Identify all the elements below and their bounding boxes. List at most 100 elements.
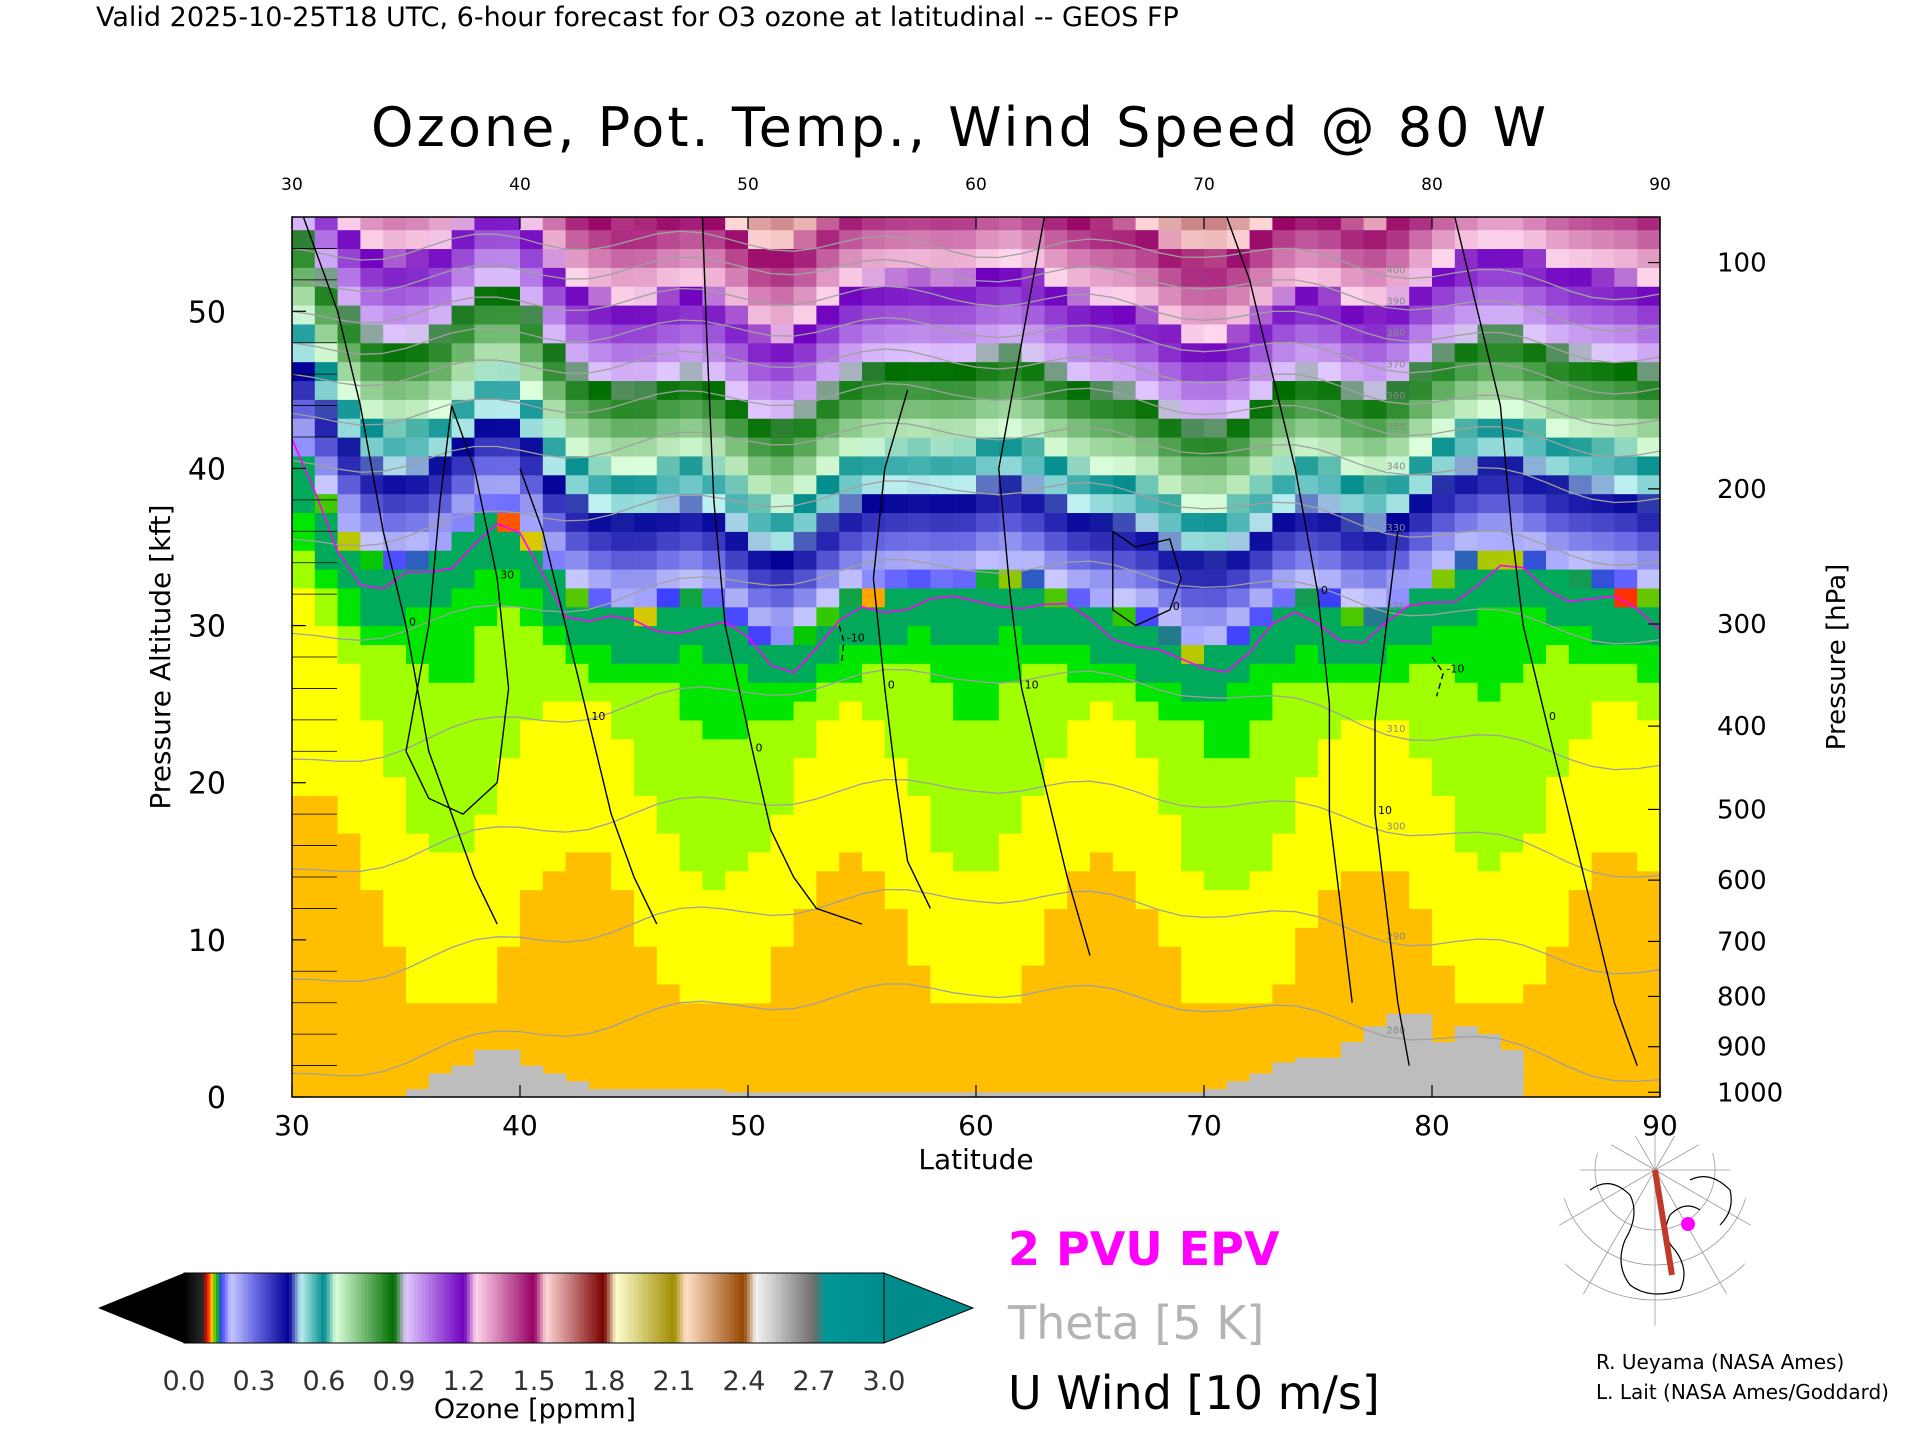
- terrain-block: [1477, 1034, 1501, 1097]
- terrain-block: [1409, 1013, 1433, 1097]
- x-tick-label: 50: [730, 1109, 766, 1142]
- terrain-block: [1295, 1057, 1319, 1097]
- uwind-contour-label: -10: [847, 631, 865, 644]
- theta-contour: [292, 480, 1660, 566]
- top-x-tick-label: 30: [281, 175, 303, 195]
- colorbar-label: Ozone [ppmm]: [433, 1394, 637, 1425]
- theta-contour: [292, 558, 1660, 645]
- colorbar-tick-label: 0.6: [303, 1366, 346, 1397]
- pressure-tick-label: 500: [1717, 795, 1767, 825]
- map-meridian: [1559, 1134, 1656, 1171]
- theta-contour: [292, 983, 1660, 1083]
- uwind-contour: [302, 217, 498, 925]
- x-tick-label: 80: [1414, 1109, 1450, 1142]
- pressure-tick-label: 300: [1717, 610, 1767, 640]
- uwind-contour-label: 0: [1321, 584, 1328, 597]
- theta-contour-label: 360: [1386, 391, 1405, 402]
- x-axis-label: Latitude: [918, 1143, 1033, 1176]
- legend-uwind: U Wind [10 m/s]: [1008, 1366, 1380, 1420]
- uwind-contour-label: 30: [500, 568, 514, 581]
- pressure-axis-label: Pressure [hPa]: [1822, 564, 1852, 751]
- theta-contour-label: 320: [1386, 601, 1405, 612]
- terrain-block: [1318, 1057, 1342, 1097]
- terrain-block: [702, 1089, 726, 1097]
- map-marker: [1681, 1217, 1695, 1231]
- top-x-tick-label: 60: [965, 175, 987, 195]
- pressure-tick-label: 700: [1717, 927, 1767, 957]
- theta-contour-label: 290: [1386, 931, 1405, 942]
- uwind-contour: [998, 217, 1091, 956]
- forecast-header: Valid 2025-10-25T18 UTC, 6-hour forecast…: [96, 2, 1179, 33]
- y-tick-label: 50: [188, 295, 226, 330]
- theta-contour-label: 350: [1386, 422, 1405, 433]
- y-tick-label: 20: [188, 767, 226, 802]
- terrain-block: [520, 1065, 544, 1097]
- x-tick-label: 30: [274, 1109, 310, 1142]
- theta-contour-label: 330: [1386, 523, 1405, 534]
- uwind-contour: [1226, 217, 1353, 1003]
- y-tick-label: 40: [188, 452, 226, 487]
- colorbar-tick-label: 2.1: [653, 1366, 696, 1397]
- y-tick-label: 0: [207, 1081, 226, 1116]
- globe-map-icon: [1558, 1134, 1758, 1326]
- colorbar-tick-label: 1.8: [583, 1366, 626, 1397]
- uwind-contour-label: -10: [1446, 663, 1464, 676]
- chart-title: Ozone, Pot. Temp., Wind Speed @ 80 W: [370, 96, 1549, 159]
- terrain-block: [1204, 1089, 1228, 1097]
- uwind-contour: [405, 405, 510, 815]
- terrain-block: [1272, 1062, 1296, 1097]
- terrain-block: [1340, 1042, 1365, 1097]
- theta-contour: [292, 256, 1660, 332]
- epv-line: [292, 438, 1660, 674]
- theta-contour: [292, 422, 1660, 504]
- top-x-tick-label: 80: [1421, 175, 1443, 195]
- colorbar-tick-label: 0.3: [233, 1366, 276, 1397]
- terrain-block: [1454, 1026, 1479, 1097]
- colorbar-tick-label: 2.4: [723, 1366, 766, 1397]
- terrain-block: [428, 1073, 453, 1097]
- terrain-block: [565, 1081, 589, 1097]
- y-tick-label: 10: [188, 924, 226, 959]
- uwind-contour-label: 0: [409, 616, 416, 629]
- colorbar-tick-label: 0.0: [163, 1366, 206, 1397]
- top-x-tick-label: 90: [1649, 175, 1671, 195]
- uwind-contour: [1112, 530, 1182, 627]
- map-coastline: [1589, 1183, 1701, 1295]
- uwind-contour-label: 0: [1173, 600, 1180, 613]
- credit-line-1: R. Ueyama (NASA Ames): [1596, 1350, 1845, 1374]
- colorbar-tick-label: 3.0: [863, 1366, 906, 1397]
- terrain-block: [406, 1089, 430, 1097]
- uwind-contour-label: 0: [888, 678, 895, 691]
- theta-contour: [292, 230, 1660, 301]
- theta-contour: [292, 778, 1660, 878]
- colorbar-tick-label: 2.7: [793, 1366, 836, 1397]
- terrain-block: [1249, 1073, 1273, 1097]
- uwind-contour: [701, 217, 863, 925]
- terrain-block: [1226, 1081, 1251, 1097]
- pressure-tick-label: 1000: [1717, 1078, 1783, 1108]
- top-x-tick-label: 70: [1193, 175, 1215, 195]
- theta-contour-label: 280: [1386, 1026, 1405, 1037]
- terrain-block: [451, 1065, 475, 1097]
- uwind-contour: [838, 625, 845, 665]
- theta-contour: [292, 888, 1660, 982]
- legend-epv: 2 PVU EPV: [1008, 1222, 1280, 1276]
- uwind-contour-label: 10: [1378, 804, 1392, 817]
- top-x-tick-label: 50: [737, 175, 759, 195]
- map-meridian: [1654, 1134, 1751, 1171]
- legend-theta: Theta [5 K]: [1008, 1296, 1265, 1350]
- theta-contour: [292, 668, 1660, 771]
- theta-contour-label: 340: [1386, 461, 1405, 472]
- section-line: [1652, 1169, 1675, 1276]
- colorbar-high-arrow: [883, 1272, 975, 1344]
- colorbar-tick-label: 1.2: [443, 1366, 486, 1397]
- theta-contour: [292, 348, 1660, 427]
- theta-contour-label: 400: [1386, 265, 1405, 276]
- pressure-tick-label: 100: [1717, 249, 1767, 279]
- y-axis-label: Pressure Altitude [kft]: [144, 504, 177, 809]
- pressure-tick-label: 600: [1717, 866, 1767, 896]
- map-coastline: [1689, 1176, 1732, 1226]
- theta-contour: [292, 285, 1660, 364]
- uwind-contour-label: 10: [591, 710, 605, 723]
- x-tick-label: 90: [1642, 1109, 1678, 1142]
